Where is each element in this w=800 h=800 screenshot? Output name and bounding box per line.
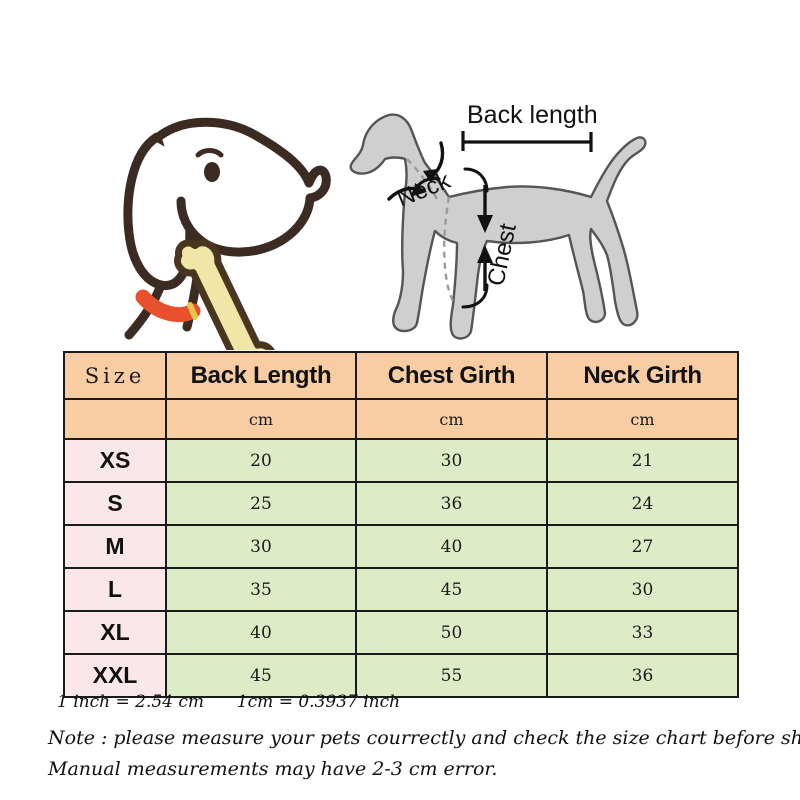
table-row: M 30 40 27 xyxy=(63,524,739,569)
column-header-back-length: Back Length xyxy=(165,351,357,400)
unit-cell-chest-girth: cm xyxy=(355,398,548,440)
table-units-row: cm cm cm xyxy=(63,398,739,440)
cell-neck-girth: 30 xyxy=(546,567,739,612)
table-row: XXL 45 55 36 xyxy=(63,653,739,698)
cell-chest-girth: 36 xyxy=(355,481,548,526)
cell-back-length: 25 xyxy=(165,481,357,526)
cell-chest-girth: 45 xyxy=(355,567,548,612)
dog-measurement-diagram: Back length Neck xyxy=(345,85,665,350)
neck-arrow xyxy=(387,141,445,201)
table-row: S 25 36 24 xyxy=(63,481,739,526)
column-header-neck-girth: Neck Girth xyxy=(546,351,739,400)
cell-back-length: 45 xyxy=(165,653,357,698)
cartoon-dog-head-illustration xyxy=(95,105,340,350)
cell-neck-girth: 27 xyxy=(546,524,739,569)
unit-cell-neck-girth: cm xyxy=(546,398,739,440)
cell-chest-girth: 40 xyxy=(355,524,548,569)
cell-back-length: 40 xyxy=(165,610,357,655)
note-text-line-2: Manual measurements may have 2-3 cm erro… xyxy=(48,758,498,780)
dog-eye xyxy=(204,162,220,182)
note-text-line-1: Note : please measure your pets courrect… xyxy=(48,727,800,749)
neck-girth-dashed-line xyxy=(406,158,439,200)
collar-tag xyxy=(187,302,198,320)
cell-neck-girth: 21 xyxy=(546,438,739,483)
cell-size: S xyxy=(63,481,167,526)
conversion-inch-to-cm: 1 inch = 2.54 cm xyxy=(57,692,205,712)
size-chart-table: Size Back Length Chest Girth Neck Girth … xyxy=(63,351,739,698)
unit-cell-size xyxy=(63,398,167,440)
cell-size: XS xyxy=(63,438,167,483)
measurement-diagram-svg: Back length Neck xyxy=(349,101,647,340)
cell-size: L xyxy=(63,567,167,612)
dog-bone xyxy=(174,239,277,350)
unit-conversion-line: 1 inch = 2.54 cm 1cm = 0.3937 inch xyxy=(57,692,400,712)
chest-arrow xyxy=(461,167,493,309)
cell-size: XL xyxy=(63,610,167,655)
conversion-cm-to-inch: 1cm = 0.3937 inch xyxy=(236,692,401,712)
cell-size: XXL xyxy=(63,653,167,698)
cell-back-length: 35 xyxy=(165,567,357,612)
dog-eyebrow xyxy=(195,148,224,158)
size-chart-table-container: Size Back Length Chest Girth Neck Girth … xyxy=(63,351,739,698)
column-header-chest-girth: Chest Girth xyxy=(355,351,548,400)
table-row: XL 40 50 33 xyxy=(63,610,739,655)
table-header-row: Size Back Length Chest Girth Neck Girth xyxy=(63,351,739,400)
cell-neck-girth: 36 xyxy=(546,653,739,698)
dog-body-silhouette xyxy=(349,113,647,340)
table-row: L 35 45 30 xyxy=(63,567,739,612)
dog-head-svg xyxy=(123,117,331,350)
cell-size: M xyxy=(63,524,167,569)
dog-collar xyxy=(135,289,201,322)
cell-chest-girth: 30 xyxy=(355,438,548,483)
chest-girth-dashed-line xyxy=(443,196,455,302)
cell-chest-girth: 50 xyxy=(355,610,548,655)
cell-back-length: 20 xyxy=(165,438,357,483)
cell-chest-girth: 55 xyxy=(355,653,548,698)
table-row: XS 20 30 21 xyxy=(63,438,739,483)
column-header-size: Size xyxy=(63,351,167,400)
cell-neck-girth: 24 xyxy=(546,481,739,526)
back-length-bracket xyxy=(461,131,593,152)
cell-neck-girth: 33 xyxy=(546,610,739,655)
cell-back-length: 30 xyxy=(165,524,357,569)
back-length-label: Back length xyxy=(467,101,598,129)
illustration-area: Back length Neck xyxy=(0,0,800,350)
unit-cell-back-length: cm xyxy=(165,398,357,440)
